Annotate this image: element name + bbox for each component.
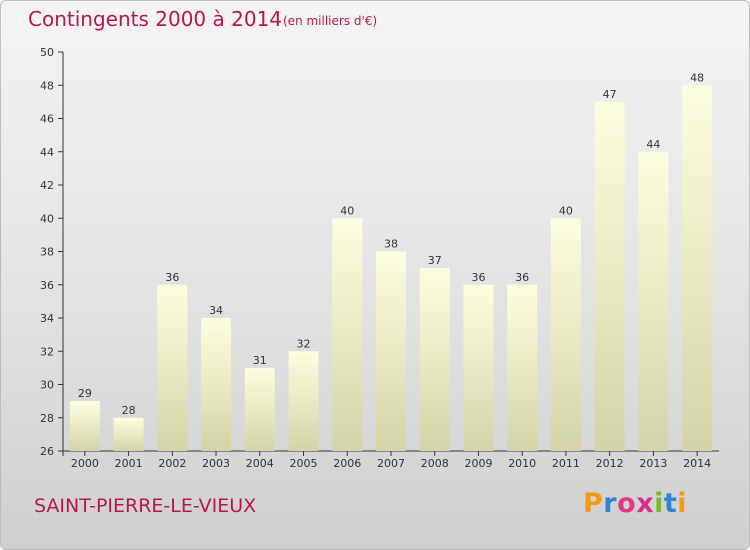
x-tick-label: 2000: [71, 457, 99, 470]
chart-subtitle: (en milliers d'€): [283, 14, 378, 28]
bar-value-label: 47: [603, 88, 617, 101]
bar: [201, 318, 232, 451]
y-tick-label: 38: [40, 246, 54, 259]
bar: [507, 284, 538, 451]
y-tick-label: 50: [40, 46, 54, 59]
x-tick-label: 2002: [158, 457, 186, 470]
y-tick-label: 30: [40, 379, 54, 392]
y-tick-label: 28: [40, 412, 54, 425]
bar: [288, 351, 319, 451]
y-tick-label: 44: [40, 146, 54, 159]
bar: [594, 101, 625, 451]
y-tick-label: 34: [40, 312, 54, 325]
bar: [638, 151, 669, 451]
bar: [69, 401, 100, 451]
chart-title: Contingents 2000 à 2014: [28, 7, 283, 31]
bar: [376, 251, 406, 451]
logo-letter: x: [636, 488, 655, 519]
bar-value-label: 36: [165, 271, 179, 284]
bar-value-label: 37: [428, 254, 442, 267]
bar: [463, 284, 494, 451]
x-tick-label: 2004: [246, 457, 274, 470]
bar-value-label: 32: [297, 337, 311, 350]
y-tick-label: 26: [40, 445, 54, 458]
x-tick-label: 2014: [683, 457, 711, 470]
bar-value-label: 44: [646, 138, 660, 151]
x-tick-label: 2003: [202, 457, 230, 470]
bar-value-label: 38: [384, 238, 398, 251]
logo-letter: i: [654, 488, 664, 519]
bar-value-label: 40: [340, 204, 354, 217]
y-tick-label: 40: [40, 212, 54, 225]
bar-value-label: 31: [253, 354, 267, 367]
x-tick-label: 2007: [377, 457, 405, 470]
bar-value-label: 36: [471, 271, 485, 284]
bar: [419, 268, 450, 451]
town-name: SAINT-PIERRE-LE-VIEUX: [34, 495, 257, 517]
logo-letter: P: [583, 488, 604, 519]
proxiti-logo: Proxiti: [583, 488, 687, 519]
y-tick-label: 42: [40, 179, 54, 192]
bar-value-label: 34: [209, 304, 223, 317]
bar: [157, 284, 188, 451]
x-tick-label: 2009: [464, 457, 492, 470]
x-tick-label: 2001: [115, 457, 143, 470]
x-tick-label: 2008: [421, 457, 449, 470]
x-tick-label: 2013: [639, 457, 667, 470]
x-tick-label: 2006: [333, 457, 361, 470]
y-tick-label: 36: [40, 279, 54, 292]
x-tick-label: 2011: [552, 457, 580, 470]
bar: [550, 218, 581, 451]
bar: [113, 417, 144, 451]
x-tick-label: 2010: [508, 457, 536, 470]
x-tick-label: 2012: [596, 457, 624, 470]
y-tick-label: 46: [40, 113, 54, 126]
logo-letter: o: [617, 488, 637, 519]
bar: [332, 218, 363, 451]
bar: [682, 85, 713, 451]
bar-value-label: 28: [122, 404, 136, 417]
y-tick-label: 32: [40, 345, 54, 358]
y-tick-label: 48: [40, 79, 54, 92]
logo-letter: t: [663, 488, 678, 519]
bar: [244, 367, 275, 451]
logo-letter: r: [603, 488, 618, 519]
bar-value-label: 29: [78, 387, 92, 400]
logo-letter: i: [677, 488, 688, 519]
bar-value-label: 40: [559, 204, 573, 217]
bar-value-label: 36: [515, 271, 529, 284]
bar-value-label: 48: [690, 71, 704, 84]
x-tick-label: 2005: [290, 457, 318, 470]
